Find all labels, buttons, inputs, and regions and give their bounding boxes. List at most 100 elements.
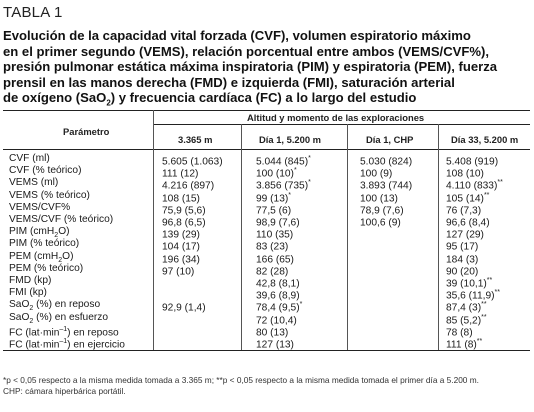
parameter-text: VEMS/CVF% bbox=[9, 201, 71, 213]
value-cell: 139 (29) bbox=[162, 226, 200, 242]
parameter-text: (%) en esfuerzo bbox=[33, 311, 109, 323]
value-cell: 104 (17) bbox=[162, 238, 200, 254]
value-cell: 111 (12) bbox=[162, 165, 198, 181]
cell-value: 92,9 (1,4) bbox=[162, 302, 206, 314]
parameter-text: FC (lat·min bbox=[9, 327, 60, 339]
table-row: PEM (cmH2O) 196 (34) 166 (65) 184 (3) bbox=[3, 250, 530, 265]
value-cell: 196 (34) bbox=[162, 251, 200, 267]
parameter-text: ) en ejercicio bbox=[67, 339, 125, 351]
parameter-text: PIM (% teórico) bbox=[9, 238, 80, 250]
row-parameter: SaO2 (%) en reposo bbox=[9, 299, 100, 315]
value-cell: 85 (5,2)** bbox=[446, 312, 487, 328]
value-cell: 87,4 (3)** bbox=[446, 299, 487, 315]
row-parameter: CVF (% teórico) bbox=[9, 165, 81, 177]
row-parameter: CVF (ml) bbox=[9, 153, 50, 165]
title-line: de oxígeno (SaO2) y frecuencia cardíaca … bbox=[3, 90, 531, 111]
cell-value: 98,9 (7,6) bbox=[256, 217, 300, 229]
parameter-subscript: 2 bbox=[29, 317, 34, 325]
significance-mark: ** bbox=[476, 338, 483, 345]
parameter-text: (%) en reposo bbox=[33, 299, 101, 311]
table-row: SaO2 (%) en esfuerzo 72 (10,4) 85 (5,2)** bbox=[3, 312, 530, 326]
header-param: Parámetro bbox=[63, 126, 110, 137]
cell-value: 78,9 (7,6) bbox=[360, 205, 404, 217]
cell-value: 108 (10) bbox=[446, 168, 484, 180]
title-line: prensil en las manos derecha (FMD) e izq… bbox=[3, 74, 455, 90]
value-cell: 4.110 (833)** bbox=[446, 177, 503, 193]
cell-value: 39 (10,1) bbox=[446, 278, 487, 290]
value-cell: 3.856 (735)* bbox=[256, 177, 311, 193]
cell-value: 127 (13) bbox=[256, 339, 294, 351]
value-cell: 97 (10) bbox=[162, 263, 194, 279]
value-cell: 90 (20) bbox=[446, 263, 478, 279]
cell-value: 5.408 (919) bbox=[446, 156, 499, 168]
cell-value: 95 (17) bbox=[446, 241, 479, 253]
cell-value: 5.605 (1.063) bbox=[162, 156, 223, 168]
column-divider bbox=[438, 124, 439, 350]
cell-value: 80 (13) bbox=[256, 327, 289, 339]
row-parameter: PIM (% teórico) bbox=[9, 238, 79, 250]
value-cell: 100,6 (9) bbox=[360, 214, 401, 230]
value-cell: 110 (35) bbox=[256, 226, 293, 242]
cell-value: 108 (15) bbox=[162, 192, 200, 204]
table-label: TABLA 1 bbox=[3, 4, 63, 21]
cell-value: 42,8 (8,1) bbox=[256, 278, 300, 290]
row-parameter: FC (lat·min–1) en reposo bbox=[9, 324, 119, 340]
parameter-text: VEMS/CVF (% teórico) bbox=[9, 214, 114, 225]
value-cell: 80 (13) bbox=[256, 324, 288, 340]
parameter-text: O) bbox=[58, 226, 70, 238]
value-cell: 111 (8)** bbox=[446, 336, 482, 352]
parameter-text: FMI (kp) bbox=[9, 287, 47, 299]
table-row: VEMS (ml) 4.216 (897) 3.856 (735)* 3.893 (7… bbox=[3, 177, 530, 191]
significance-mark: * bbox=[299, 301, 303, 309]
cell-value: 96,6 (8,4) bbox=[446, 217, 490, 229]
significance-mark: ** bbox=[481, 313, 487, 321]
cell-value: 72 (10,4) bbox=[256, 314, 297, 326]
parameter-text: O) bbox=[62, 250, 74, 262]
table-row: CVF (ml) 5.605 (1.063) 5.044 (845)* 5.030 (… bbox=[3, 153, 530, 168]
cell-value: 90 (20) bbox=[446, 266, 479, 278]
cell-value: 100 (9) bbox=[360, 168, 393, 180]
header-col-2: Día 1, 5.200 m bbox=[259, 134, 322, 145]
header-col-3: Día 1, CHP bbox=[366, 134, 414, 145]
value-cell: 83 (23) bbox=[256, 238, 288, 254]
row-parameter: SaO2 (%) en esfuerzo bbox=[9, 312, 108, 328]
value-cell: 42,8 (8,1) bbox=[256, 275, 300, 291]
value-cell: 5.030 (824) bbox=[360, 153, 412, 169]
value-cell: 127 (13) bbox=[256, 336, 294, 352]
value-cell: 105 (14)** bbox=[446, 190, 489, 206]
row-parameter: PIM (cmH2O) bbox=[9, 226, 70, 242]
value-cell: 4.216 (897) bbox=[162, 177, 214, 193]
cell-value: 105 (14) bbox=[446, 192, 484, 204]
column-divider bbox=[153, 110, 154, 350]
value-cell: 92,9 (1,4) bbox=[162, 299, 206, 315]
value-cell: 82 (28) bbox=[256, 263, 288, 279]
value-cell: 76 (7,3) bbox=[446, 202, 481, 218]
cell-value: 39,6 (8,9) bbox=[256, 290, 300, 302]
parameter-text: SaO bbox=[9, 299, 30, 311]
value-cell: 78 (8) bbox=[446, 324, 473, 340]
parameter-text: SaO bbox=[9, 311, 30, 323]
value-cell: 39 (10,1)** bbox=[446, 275, 492, 291]
parameter-subscript: 2 bbox=[54, 232, 59, 240]
cell-value: 77,5 (6) bbox=[256, 205, 292, 217]
value-cell: 100 (10)* bbox=[256, 165, 297, 181]
significance-mark: * bbox=[308, 179, 311, 187]
cell-value: 97 (10) bbox=[162, 266, 195, 278]
table-row: SaO2 (%) en reposo 92,9 (1,4) 78,4 (9,5)* 8… bbox=[3, 299, 530, 313]
value-cell: 3.893 (744) bbox=[360, 177, 412, 193]
cell-value: 111 (8) bbox=[446, 339, 477, 351]
top-rule bbox=[3, 110, 530, 111]
value-cell: 108 (15) bbox=[162, 190, 200, 206]
cell-value: 196 (34) bbox=[162, 253, 200, 265]
table-row: FMD (kp) 42,8 (8,1) 39 (10,1)** bbox=[3, 275, 530, 289]
row-parameter: VEMS/CVF (% teórico) bbox=[9, 214, 113, 226]
significance-mark: ** bbox=[483, 191, 490, 199]
significance-mark: * bbox=[288, 191, 292, 199]
cell-value: 3.893 (744) bbox=[360, 180, 413, 192]
title-line: presión pulmonar estática máxima inspira… bbox=[3, 59, 498, 75]
value-cell: 95 (17) bbox=[446, 238, 478, 254]
value-cell: 127 (29) bbox=[446, 226, 484, 242]
value-cell: 108 (10) bbox=[446, 165, 484, 181]
table-row: FMI (kp) 39,6 (8,9) 35,6 (11,9)** bbox=[3, 287, 530, 302]
value-cell: 78,4 (9,5)* bbox=[256, 299, 302, 315]
